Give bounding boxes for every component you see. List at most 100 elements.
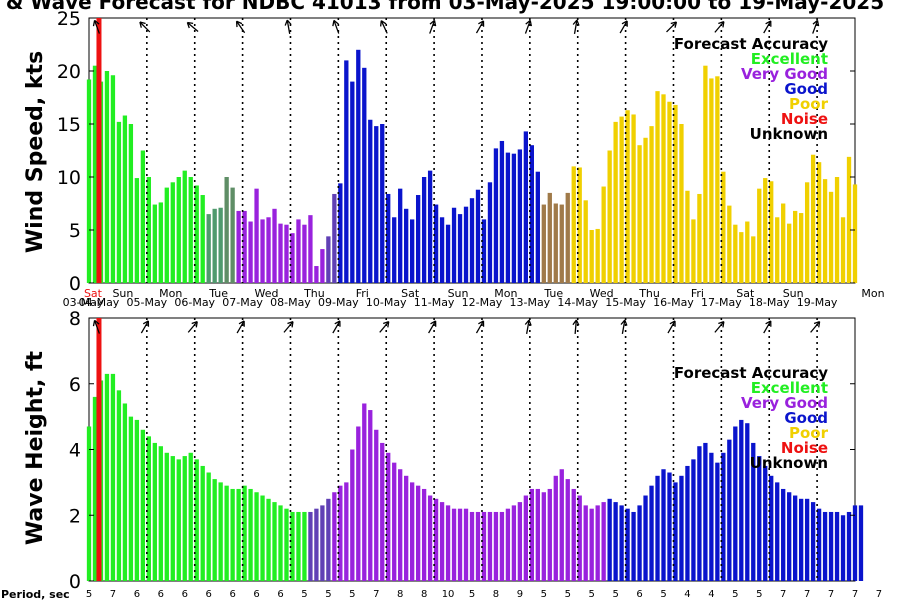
- wave-legend-title: Forecast Accuracy: [674, 364, 828, 382]
- wave-bar: [320, 505, 325, 581]
- wave-bar: [553, 475, 558, 581]
- period-tick-label: 4: [708, 589, 714, 600]
- wave-bar: [661, 469, 666, 581]
- period-tick-label: 7: [780, 589, 786, 600]
- wind-bar: [661, 94, 666, 283]
- day-label: Wed: [255, 287, 279, 300]
- wave-bar: [589, 508, 594, 581]
- wind-bar: [158, 202, 163, 283]
- wind-bar: [224, 177, 229, 283]
- wave-bar: [200, 465, 205, 581]
- wind-bar: [852, 184, 858, 283]
- wind-bar: [200, 195, 205, 283]
- wind-bar: [236, 210, 241, 283]
- wave-bar: [398, 469, 403, 581]
- wave-bar: [685, 465, 690, 581]
- wave-bar: [517, 502, 523, 581]
- period-tick-label: 8: [493, 589, 499, 600]
- period-tick-label: 7: [876, 589, 882, 600]
- wind-bar: [565, 192, 570, 283]
- wind-bar: [374, 126, 379, 284]
- wind-bar: [804, 182, 810, 283]
- wind-legend-poor: Poor: [789, 95, 829, 113]
- wave-bar: [852, 505, 858, 581]
- wind-bar: [595, 228, 600, 283]
- wind-bar: [404, 208, 409, 283]
- wave-bar: [386, 452, 391, 581]
- wind-bar: [769, 181, 774, 283]
- wave-direction-arrow: [236, 320, 245, 334]
- wave-bar: [577, 495, 582, 581]
- wave-bar: [338, 485, 343, 581]
- wave-direction-arrow: [620, 319, 628, 335]
- wave-bar: [404, 475, 409, 581]
- wind-bar: [793, 210, 798, 283]
- wave-bar: [134, 419, 140, 581]
- wind-speed-axis-label: Wind Speed, kts: [23, 51, 48, 253]
- wind-direction-arrow: [284, 19, 292, 35]
- wind-bar: [469, 198, 475, 283]
- wind-direction-arrow: [332, 19, 340, 34]
- wave-bar: [290, 511, 295, 581]
- wave-bar: [613, 502, 618, 581]
- wave-legend-unknown: Unknown: [750, 454, 828, 472]
- wave-direction-arrow: [475, 320, 485, 334]
- wind-speed-panel: 0 5 10 15 20 25 Forecast AccuracyExcellentVery…: [57, 8, 885, 309]
- wind-bar: [146, 177, 151, 283]
- day-label: Sun: [783, 287, 804, 300]
- wave-bar: [146, 436, 151, 581]
- wave-bar: [272, 502, 277, 581]
- period-axis-label: Period, sec: [1, 588, 70, 600]
- date-label: 18-May: [749, 296, 790, 309]
- wave-ytick-label: 8: [69, 308, 81, 330]
- wave-bar: [787, 492, 792, 581]
- wave-ytick-label: 0: [69, 571, 81, 593]
- wave-bar: [212, 479, 217, 581]
- wind-bar: [828, 191, 834, 283]
- wave-bar: [332, 492, 337, 581]
- wind-bar: [427, 170, 433, 283]
- wave-bar: [667, 472, 672, 581]
- wind-bar: [170, 182, 175, 283]
- wave-bar: [415, 485, 421, 581]
- date-label: 03-May: [63, 296, 104, 309]
- wave-bar: [380, 442, 385, 581]
- wave-bar: [206, 472, 211, 581]
- date-label: 12-May: [462, 296, 503, 309]
- period-tick-label: 6: [277, 589, 283, 600]
- wind-bar: [332, 193, 337, 283]
- wave-bar: [374, 429, 379, 581]
- day-label: Thu: [303, 287, 325, 300]
- wind-bar: [505, 152, 511, 283]
- wave-bar: [427, 495, 433, 581]
- wind-direction-arrow: [186, 21, 199, 32]
- day-label: Sat: [736, 287, 755, 300]
- wave-bar: [697, 446, 702, 581]
- period-tick-label: 7: [804, 589, 810, 600]
- wave-legend-excellent: Excellent: [751, 379, 828, 397]
- date-label: 14-May: [557, 296, 598, 309]
- wind-bar: [320, 249, 325, 283]
- wind-bar: [314, 266, 319, 283]
- wave-bar: [152, 442, 157, 581]
- period-tick-label: 5: [589, 589, 595, 600]
- day-label: Fri: [356, 287, 369, 300]
- wave-bar: [846, 511, 852, 581]
- wind-direction-arrow: [235, 20, 246, 34]
- wind-bar: [128, 124, 134, 283]
- wave-bar: [571, 488, 576, 581]
- wave-bar: [523, 495, 529, 581]
- wind-bar: [254, 188, 259, 283]
- wind-bar: [445, 224, 451, 283]
- date-label: 11-May: [414, 296, 455, 309]
- wave-bar: [326, 498, 331, 581]
- wave-bar: [284, 508, 289, 581]
- wave-bar: [751, 442, 756, 581]
- wind-bar: [92, 65, 98, 283]
- wind-bar: [493, 148, 499, 283]
- wind-ytick-label: 15: [57, 114, 81, 136]
- wind-bar: [272, 208, 277, 283]
- wind-direction-arrow: [380, 20, 388, 34]
- wave-bar: [781, 488, 786, 581]
- wave-direction-arrow: [763, 320, 772, 334]
